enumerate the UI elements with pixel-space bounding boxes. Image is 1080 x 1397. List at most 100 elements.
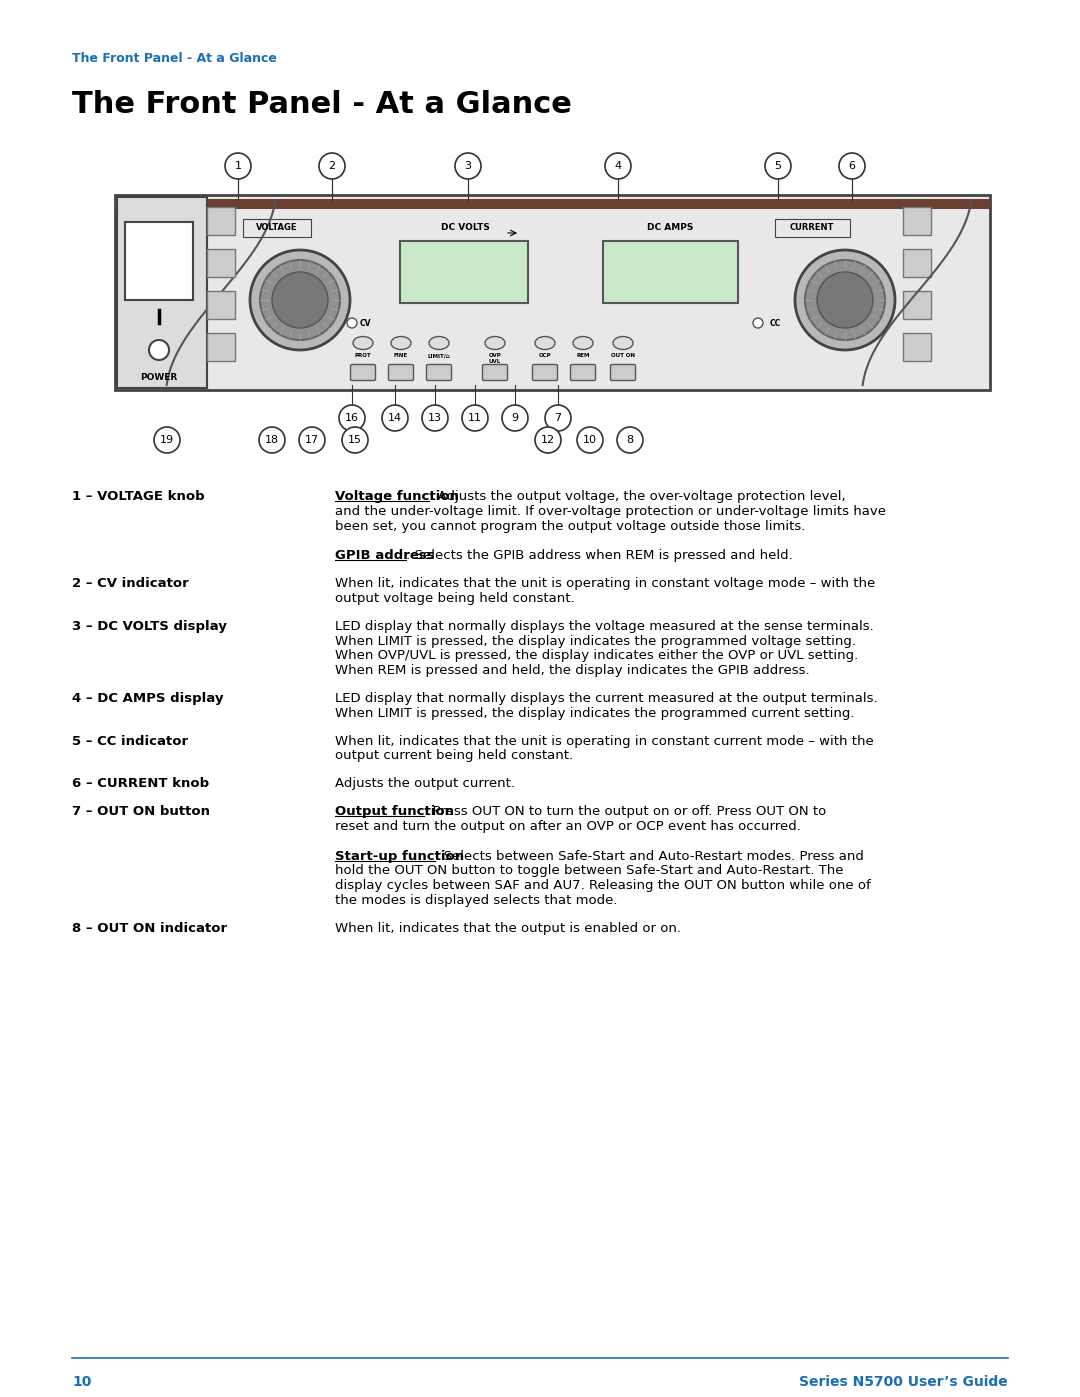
Circle shape [455, 154, 481, 179]
Text: DC AMPS: DC AMPS [647, 224, 693, 232]
Text: 2 – CV indicator: 2 – CV indicator [72, 577, 189, 590]
Text: output current being held constant.: output current being held constant. [335, 749, 573, 763]
Text: When lit, indicates that the unit is operating in constant current mode – with t: When lit, indicates that the unit is ope… [335, 735, 874, 747]
Text: : Press OUT ON to turn the output on or off. Press OUT ON to: : Press OUT ON to turn the output on or … [423, 805, 826, 819]
Text: 4 – DC AMPS display: 4 – DC AMPS display [72, 692, 224, 705]
Circle shape [319, 154, 345, 179]
Text: 17: 17 [305, 434, 319, 446]
Circle shape [299, 427, 325, 453]
Text: 15: 15 [348, 434, 362, 446]
FancyBboxPatch shape [532, 365, 557, 380]
Text: PROT: PROT [354, 353, 372, 358]
Text: Output function: Output function [335, 805, 454, 819]
Text: 18: 18 [265, 434, 279, 446]
FancyBboxPatch shape [610, 365, 635, 380]
Circle shape [502, 405, 528, 432]
Circle shape [342, 427, 368, 453]
Bar [903, 332, 931, 360]
Circle shape [765, 154, 791, 179]
Circle shape [795, 250, 895, 351]
Text: When lit, indicates that the output is enabled or on.: When lit, indicates that the output is e… [335, 922, 681, 935]
Text: 4: 4 [615, 161, 622, 170]
Bar [207, 291, 235, 319]
Ellipse shape [485, 337, 505, 349]
Text: OVP: OVP [488, 353, 501, 358]
Text: Adjusts the output current.: Adjusts the output current. [335, 777, 515, 791]
Text: POWER: POWER [140, 373, 177, 381]
Bar [903, 249, 931, 277]
Circle shape [225, 154, 251, 179]
Circle shape [617, 427, 643, 453]
Bar [400, 242, 528, 303]
Bar [125, 222, 193, 300]
Text: CC: CC [770, 319, 781, 327]
Text: hold the OUT ON button to toggle between Safe-Start and Auto-Restart. The: hold the OUT ON button to toggle between… [335, 865, 843, 877]
Text: 10: 10 [72, 1375, 92, 1389]
Text: 2: 2 [328, 161, 336, 170]
Text: 3: 3 [464, 161, 472, 170]
Ellipse shape [535, 337, 555, 349]
Text: 6 – CURRENT knob: 6 – CURRENT knob [72, 777, 210, 791]
Text: reset and turn the output on after an OVP or OCP event has occurred.: reset and turn the output on after an OV… [335, 820, 801, 833]
Text: 13: 13 [428, 414, 442, 423]
Text: When LIMIT is pressed, the display indicates the programmed current setting.: When LIMIT is pressed, the display indic… [335, 707, 854, 719]
Text: 1 – VOLTAGE knob: 1 – VOLTAGE knob [72, 490, 204, 503]
Text: display cycles between SAF and AU7. Releasing the OUT ON button while one of: display cycles between SAF and AU7. Rele… [335, 879, 870, 893]
Text: 8: 8 [626, 434, 634, 446]
Ellipse shape [429, 337, 449, 349]
Circle shape [462, 405, 488, 432]
Text: : Adjusts the output voltage, the over-voltage protection level,: : Adjusts the output voltage, the over-v… [430, 490, 846, 503]
Text: REM: REM [577, 353, 590, 358]
Bar [207, 207, 235, 235]
Circle shape [260, 260, 340, 339]
Text: CURRENT: CURRENT [789, 224, 834, 232]
Circle shape [605, 154, 631, 179]
Text: Series N5700 User’s Guide: Series N5700 User’s Guide [799, 1375, 1008, 1389]
FancyBboxPatch shape [389, 365, 414, 380]
Bar [243, 219, 311, 237]
Text: 5: 5 [774, 161, 782, 170]
Text: LED display that normally displays the current measured at the output terminals.: LED display that normally displays the c… [335, 692, 878, 705]
Bar [117, 197, 207, 388]
Text: UVL: UVL [489, 359, 501, 365]
Circle shape [535, 427, 561, 453]
FancyBboxPatch shape [483, 365, 508, 380]
Text: 14: 14 [388, 414, 402, 423]
Text: CV: CV [360, 319, 372, 327]
Ellipse shape [573, 337, 593, 349]
FancyBboxPatch shape [427, 365, 451, 380]
Bar [207, 249, 235, 277]
Text: Start-up function: Start-up function [335, 849, 464, 862]
Bar [775, 219, 850, 237]
Bar [603, 242, 738, 303]
Text: LED display that normally displays the voltage measured at the sense terminals.: LED display that normally displays the v… [335, 620, 874, 633]
Text: When lit, indicates that the unit is operating in constant voltage mode – with t: When lit, indicates that the unit is ope… [335, 577, 875, 590]
Circle shape [347, 319, 357, 328]
Text: 5 – CC indicator: 5 – CC indicator [72, 735, 188, 747]
Text: 7: 7 [554, 414, 562, 423]
Bar [903, 291, 931, 319]
Bar [114, 196, 990, 390]
Text: When OVP/UVL is pressed, the display indicates either the OVP or UVL setting.: When OVP/UVL is pressed, the display ind… [335, 650, 859, 662]
Text: When LIMIT is pressed, the display indicates the programmed voltage setting.: When LIMIT is pressed, the display indic… [335, 634, 856, 648]
Circle shape [149, 339, 168, 360]
Text: FINE: FINE [394, 353, 408, 358]
Bar [114, 198, 990, 210]
Text: 7 – OUT ON button: 7 – OUT ON button [72, 805, 210, 819]
Text: 16: 16 [345, 414, 359, 423]
Text: The Front Panel - At a Glance: The Front Panel - At a Glance [72, 52, 276, 66]
Ellipse shape [353, 337, 373, 349]
Text: 6: 6 [849, 161, 855, 170]
Circle shape [422, 405, 448, 432]
Circle shape [545, 405, 571, 432]
Text: output voltage being held constant.: output voltage being held constant. [335, 592, 575, 605]
Circle shape [249, 250, 350, 351]
Text: 9: 9 [512, 414, 518, 423]
Text: 12: 12 [541, 434, 555, 446]
Text: LIMIT/⌂: LIMIT/⌂ [428, 353, 450, 358]
Circle shape [753, 319, 762, 328]
Text: OCP: OCP [539, 353, 551, 358]
Text: When REM is pressed and held, the display indicates the GPIB address.: When REM is pressed and held, the displa… [335, 664, 810, 678]
Text: 19: 19 [160, 434, 174, 446]
Circle shape [839, 154, 865, 179]
